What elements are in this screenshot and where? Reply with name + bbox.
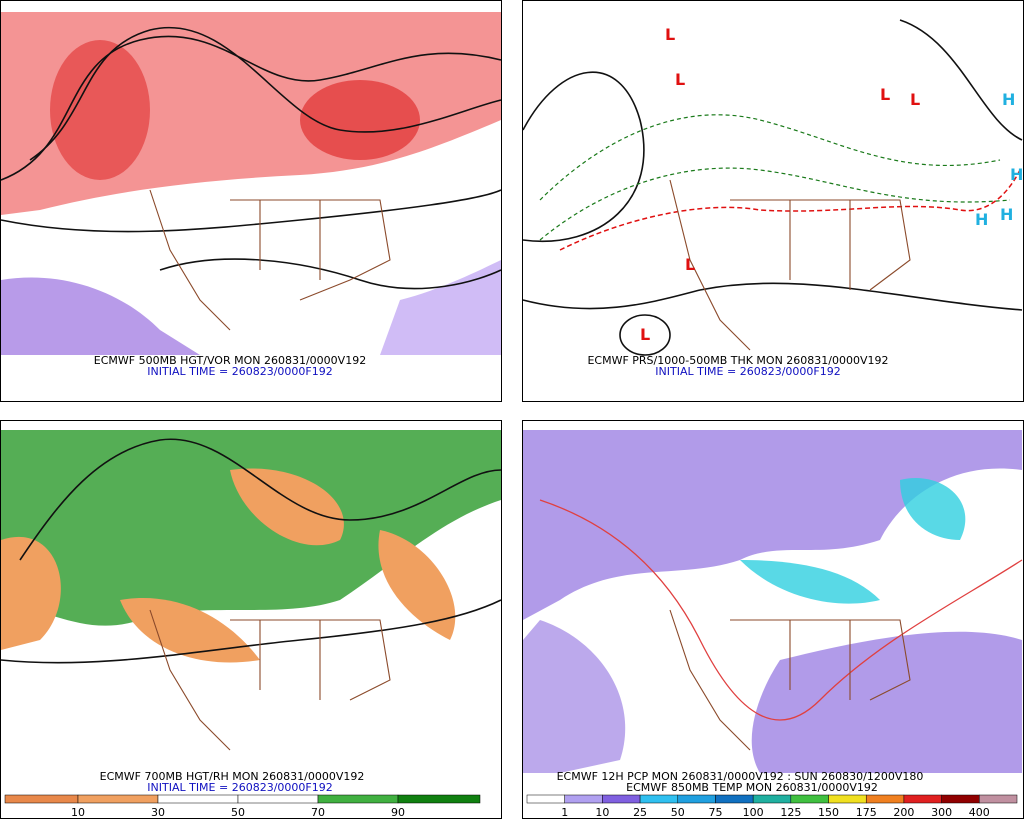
colorbar-label: 125 bbox=[780, 806, 801, 819]
svg-text:L: L bbox=[640, 325, 650, 344]
colorbar-swatch bbox=[828, 794, 867, 804]
temp-contour bbox=[539, 499, 1023, 721]
colorbar-label: 50 bbox=[231, 806, 245, 819]
height-contour bbox=[19, 438, 502, 561]
caption: ECMWF 12H PCP MON 260831/0000V192 : SUN … bbox=[557, 770, 924, 783]
colorbar-swatch bbox=[397, 794, 481, 804]
colorbar-swatch bbox=[602, 794, 641, 804]
colorbar-label: 150 bbox=[818, 806, 839, 819]
height-contour bbox=[0, 35, 502, 181]
thickness-540 bbox=[559, 169, 1021, 251]
precip-area bbox=[751, 631, 1022, 773]
svg-text:H: H bbox=[975, 210, 988, 229]
svg-text:L: L bbox=[675, 70, 685, 89]
caption: ECMWF PRS/1000-500MB THK MON 260831/0000… bbox=[587, 354, 888, 367]
pressure-contour bbox=[522, 71, 645, 242]
humidity-dry bbox=[1, 536, 61, 650]
colorbar-label: 300 bbox=[931, 806, 952, 819]
humidity-dry bbox=[378, 530, 456, 640]
colorbar-label: 90 bbox=[391, 806, 405, 819]
pressure-contour bbox=[522, 282, 1023, 311]
colorbar-swatch bbox=[639, 794, 679, 804]
colorbar-label: 1 bbox=[561, 806, 568, 819]
caption: INITIAL TIME = 260823/0000F192 bbox=[147, 365, 332, 378]
precip-area bbox=[523, 430, 1022, 620]
panel-500mb: ECMWF 500MB HGT/VOR MON 260831/0000V192 … bbox=[0, 0, 502, 402]
boundaries bbox=[669, 609, 911, 751]
colorbar-swatch bbox=[865, 794, 905, 804]
low-markers: L L L L L L bbox=[640, 25, 920, 344]
colorbar-label: 50 bbox=[671, 806, 685, 819]
svg-text:L: L bbox=[910, 90, 920, 109]
humidity-dry bbox=[230, 468, 344, 546]
colorbar-label: 400 bbox=[969, 806, 990, 819]
svg-text:H: H bbox=[1010, 165, 1023, 184]
colorbar-swatch bbox=[941, 794, 980, 804]
colorbar-label: 25 bbox=[633, 806, 647, 819]
svg-text:L: L bbox=[685, 255, 695, 274]
height-contour bbox=[0, 189, 502, 233]
panel-frame bbox=[522, 0, 1024, 402]
colorbar-swatch bbox=[526, 794, 565, 804]
humidity-dry bbox=[120, 598, 260, 663]
vorticity-min bbox=[1, 277, 200, 355]
colorbar-swatch bbox=[979, 794, 1018, 804]
precip-heavy bbox=[900, 478, 966, 540]
thickness-contour bbox=[539, 114, 1001, 201]
pressure-contour bbox=[899, 19, 1023, 141]
svg-text:L: L bbox=[665, 25, 675, 44]
colorbar-swatch bbox=[715, 794, 754, 804]
height-contour bbox=[29, 26, 502, 161]
colorbar-label: 70 bbox=[311, 806, 325, 819]
panel-700mb: ECMWF 700MB HGT/RH MON 260831/0000V192 I… bbox=[0, 420, 502, 819]
colorbar-swatch bbox=[677, 794, 716, 804]
precip-heavy bbox=[740, 560, 880, 604]
colorbar-label: 10 bbox=[71, 806, 85, 819]
colorbar: 10 30 50 70 90 bbox=[4, 794, 481, 819]
colorbar-label: 100 bbox=[743, 806, 764, 819]
precip-area bbox=[523, 620, 626, 773]
colorbar-swatch bbox=[564, 794, 603, 804]
vorticity-min bbox=[380, 260, 501, 355]
svg-text:H: H bbox=[1000, 205, 1013, 224]
thickness-contour bbox=[539, 167, 1011, 241]
boundaries bbox=[149, 189, 391, 331]
caption: ECMWF 500MB HGT/VOR MON 260831/0000V192 bbox=[94, 354, 366, 367]
panel-precip: ECMWF 12H PCP MON 260831/0000V192 : SUN … bbox=[522, 420, 1024, 819]
boundaries bbox=[669, 179, 911, 351]
height-contour bbox=[0, 599, 502, 664]
colorbar-label: 10 bbox=[595, 806, 609, 819]
colorbar-swatch bbox=[77, 794, 159, 804]
caption: ECMWF 700MB HGT/RH MON 260831/0000V192 bbox=[100, 770, 365, 783]
colorbar-label: 30 bbox=[151, 806, 165, 819]
pressure-contour bbox=[619, 314, 671, 356]
vorticity-max bbox=[300, 80, 420, 160]
caption: ECMWF 850MB TEMP MON 260831/0000V192 bbox=[626, 781, 878, 794]
colorbar-swatch bbox=[237, 794, 319, 804]
colorbar-label: 200 bbox=[893, 806, 914, 819]
humidity-moist bbox=[1, 430, 501, 626]
colorbar-swatch bbox=[4, 794, 79, 804]
vorticity-max bbox=[50, 40, 150, 180]
colorbar-swatch bbox=[903, 794, 942, 804]
colorbar-swatch bbox=[317, 794, 399, 804]
colorbar-label: 75 bbox=[708, 806, 722, 819]
colorbar-label: 175 bbox=[856, 806, 877, 819]
caption: INITIAL TIME = 260823/0000F192 bbox=[655, 365, 840, 378]
svg-text:L: L bbox=[880, 85, 890, 104]
caption: INITIAL TIME = 260823/0000F192 bbox=[147, 781, 332, 794]
colorbar-swatch bbox=[790, 794, 829, 804]
colorbar-swatch bbox=[752, 794, 792, 804]
colorbar: 1 10 25 50 75 100 125 150 175 200 300 400 bbox=[526, 794, 1018, 819]
boundaries bbox=[149, 609, 391, 751]
svg-text:H: H bbox=[1002, 90, 1015, 109]
colorbar-swatch bbox=[157, 794, 239, 804]
height-contour bbox=[159, 258, 502, 290]
